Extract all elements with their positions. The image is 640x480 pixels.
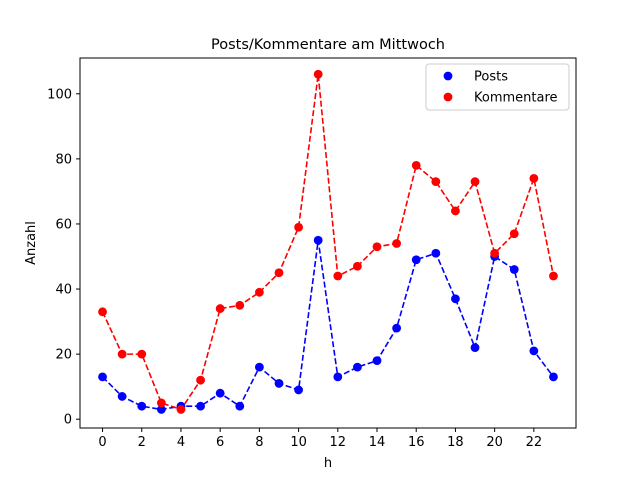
data-point-kommentare — [470, 177, 480, 187]
data-point-posts — [294, 385, 303, 395]
legend-box — [425, 63, 570, 111]
data-point-posts — [470, 343, 480, 353]
legend-label-posts: Posts — [474, 70, 508, 85]
data-point-kommentare — [117, 349, 127, 359]
data-point-kommentare — [215, 304, 225, 313]
data-point-kommentare — [549, 271, 558, 281]
data-point-kommentare — [156, 398, 166, 408]
plot-area: 0 2 4 6 8 10 12 14 16 18 20 22 0 20 40 60 80 100 — [47, 57, 577, 450]
axes-frame — [79, 57, 577, 429]
y-tick-label: 100 — [47, 87, 72, 102]
data-point-kommentare — [392, 239, 402, 248]
data-point-posts — [274, 379, 284, 388]
data-point-kommentare — [490, 248, 500, 258]
x-tick-label: 6 — [216, 435, 224, 450]
data-point-kommentare — [529, 174, 539, 183]
data-point-kommentare — [274, 268, 284, 278]
y-tick-label: 80 — [55, 152, 72, 167]
data-point-kommentare — [372, 242, 382, 252]
data-point-posts — [196, 401, 205, 411]
y-tick-label: 20 — [55, 348, 72, 363]
x-tick-label: 14 — [369, 435, 386, 450]
series-line-kommentare — [101, 74, 555, 411]
data-point-kommentare — [333, 271, 343, 281]
chart-title: Posts/Kommentare am Mittwoch — [211, 37, 445, 53]
data-point-kommentare — [411, 160, 421, 170]
x-tick-label: 20 — [486, 435, 503, 450]
data-point-kommentare — [98, 307, 107, 317]
data-point-posts — [451, 294, 460, 304]
data-point-posts — [313, 235, 323, 245]
legend-marker-kommentare — [443, 92, 453, 102]
data-point-posts — [549, 372, 558, 382]
data-point-kommentare — [196, 375, 205, 385]
y-tick-label: 40 — [55, 283, 72, 298]
data-point-kommentare — [254, 287, 264, 297]
y-tick-label: 60 — [55, 217, 72, 232]
data-point-posts — [411, 255, 421, 265]
x-tick-label: 2 — [138, 435, 146, 450]
data-point-kommentare — [235, 300, 245, 310]
x-axis-label: h — [324, 456, 332, 471]
data-point-kommentare — [431, 177, 441, 187]
data-point-kommentare — [176, 405, 186, 414]
legend-label-kommentare: Kommentare — [474, 91, 558, 106]
x-tick-label: 8 — [255, 435, 263, 450]
data-point-kommentare — [451, 206, 460, 216]
data-point-posts — [509, 265, 519, 274]
x-tick-label: 10 — [290, 435, 307, 450]
data-point-kommentare — [294, 222, 303, 232]
data-point-kommentare — [137, 349, 147, 359]
x-tick-label: 12 — [330, 435, 347, 450]
data-point-kommentare — [353, 261, 362, 271]
data-point-posts — [235, 401, 245, 411]
x-tick-label: 22 — [526, 435, 543, 450]
data-point-posts — [333, 372, 343, 382]
data-point-posts — [353, 362, 362, 372]
data-point-posts — [117, 392, 127, 401]
x-tick-label: 16 — [408, 435, 425, 450]
legend: Posts Kommentare — [425, 63, 570, 111]
data-point-posts — [392, 323, 402, 333]
y-axis-label: Anzahl — [24, 221, 39, 265]
x-tick-label: 0 — [98, 435, 106, 450]
data-point-kommentare — [509, 229, 519, 239]
x-tick-label: 4 — [177, 435, 185, 450]
data-point-posts — [215, 388, 225, 398]
legend-marker-posts — [443, 71, 453, 81]
data-point-posts — [254, 362, 264, 372]
data-point-posts — [529, 346, 539, 356]
y-tick-label: 0 — [64, 413, 72, 428]
data-point-kommentare — [313, 69, 323, 79]
data-point-posts — [431, 248, 441, 258]
data-point-posts — [137, 401, 147, 411]
data-point-posts — [372, 356, 382, 366]
data-point-posts — [156, 405, 166, 414]
x-tick-label: 18 — [447, 435, 464, 450]
data-point-posts — [98, 372, 107, 382]
